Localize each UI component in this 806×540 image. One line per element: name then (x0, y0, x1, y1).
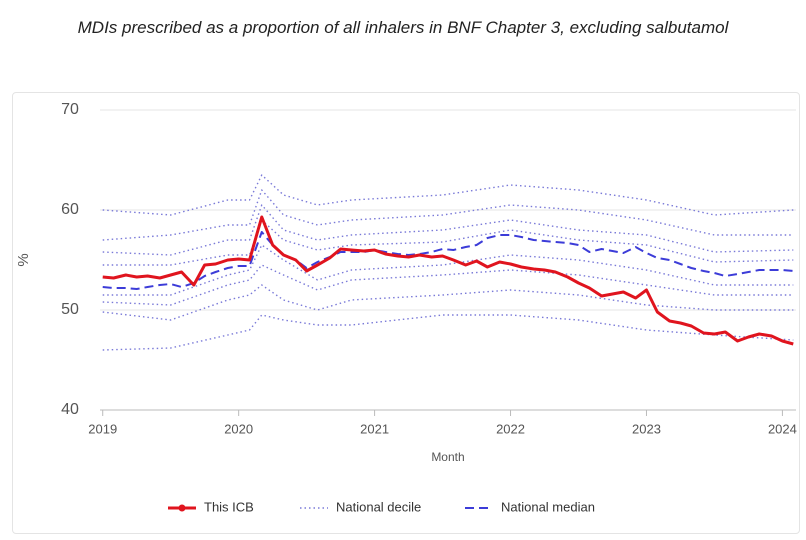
decile-line (102, 219, 794, 266)
x-tick-label: 2023 (632, 421, 661, 436)
legend-label: National median (501, 499, 595, 514)
y-tick-label: 50 (61, 301, 79, 318)
legend-label: This ICB (204, 499, 254, 514)
decile-line (102, 189, 794, 241)
chart-card (12, 92, 800, 534)
x-tick-label: 2021 (360, 421, 389, 436)
x-tick-label: 2019 (88, 421, 117, 436)
chart-title: MDIs prescribed as a proportion of all i… (77, 18, 729, 37)
decile-line (102, 174, 794, 216)
y-tick-label: 70 (61, 101, 79, 118)
x-tick-label: 2024 (768, 421, 797, 436)
decile-line (102, 244, 794, 296)
decile-line (102, 264, 794, 306)
legend-marker (178, 504, 186, 512)
decile-line (102, 204, 794, 256)
series-line (102, 231, 794, 290)
y-tick-label: 60 (61, 201, 79, 218)
x-tick-label: 2020 (224, 421, 253, 436)
decile-line (102, 284, 794, 321)
legend-label: National decile (336, 499, 421, 514)
decile-line (102, 314, 794, 351)
x-axis-label: Month (431, 450, 464, 464)
series-line (102, 215, 794, 346)
y-tick-label: 40 (61, 401, 79, 418)
y-axis-label: % (15, 253, 32, 266)
x-tick-label: 2022 (496, 421, 525, 436)
